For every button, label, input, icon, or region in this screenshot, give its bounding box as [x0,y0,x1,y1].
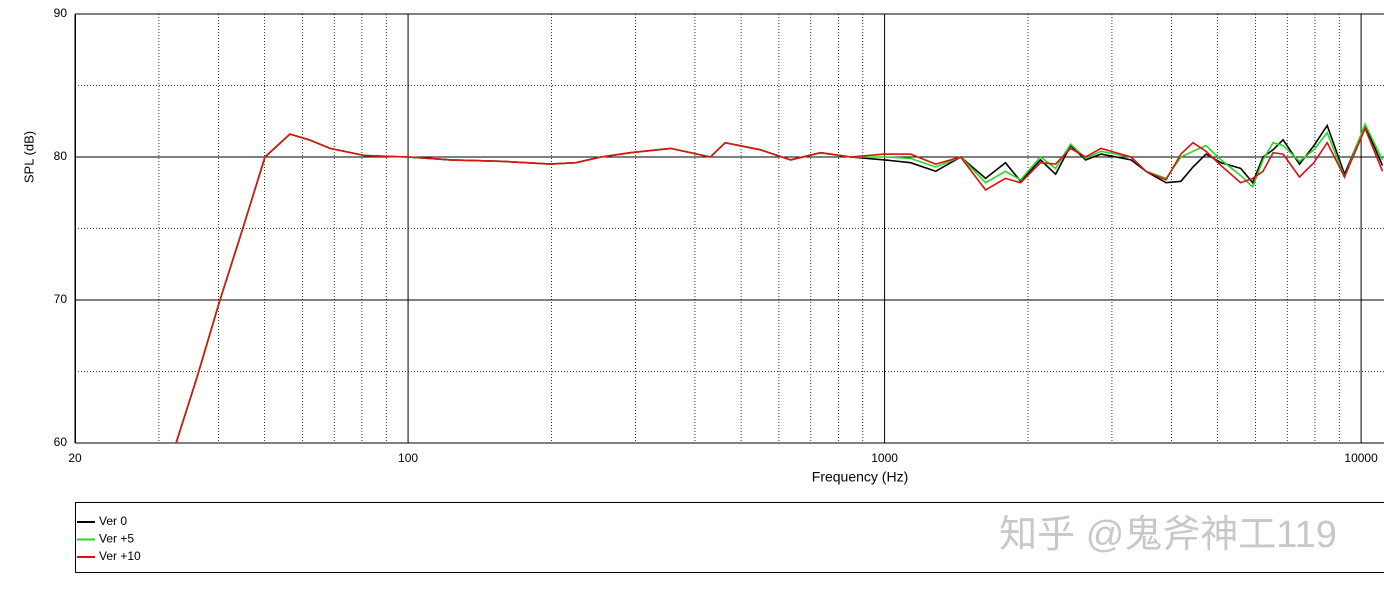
y-tick-label: 90 [54,6,68,20]
legend-label: Ver +5 [99,532,134,546]
y-tick-label: 70 [54,292,68,306]
y-tick-label: 60 [54,435,68,449]
legend-box [75,502,1384,573]
x-tick-label: 1000 [871,451,898,465]
y-tick-label: 80 [54,149,68,163]
x-tick-label: 100 [398,451,418,465]
plot-frame [75,13,1384,444]
legend-label: Ver 0 [99,514,127,528]
x-tick-label: 20 [68,451,82,465]
series-line [175,123,1384,444]
series-line [175,126,1384,444]
y-axis-label: SPL (dB) [21,131,36,183]
x-tick-label: 10000 [1344,451,1378,465]
x-axis-label: Frequency (Hz) [812,469,908,485]
watermark: 知乎 @鬼斧神工119 [999,514,1337,556]
legend-label: Ver +10 [99,549,141,563]
series-line [175,122,1384,444]
